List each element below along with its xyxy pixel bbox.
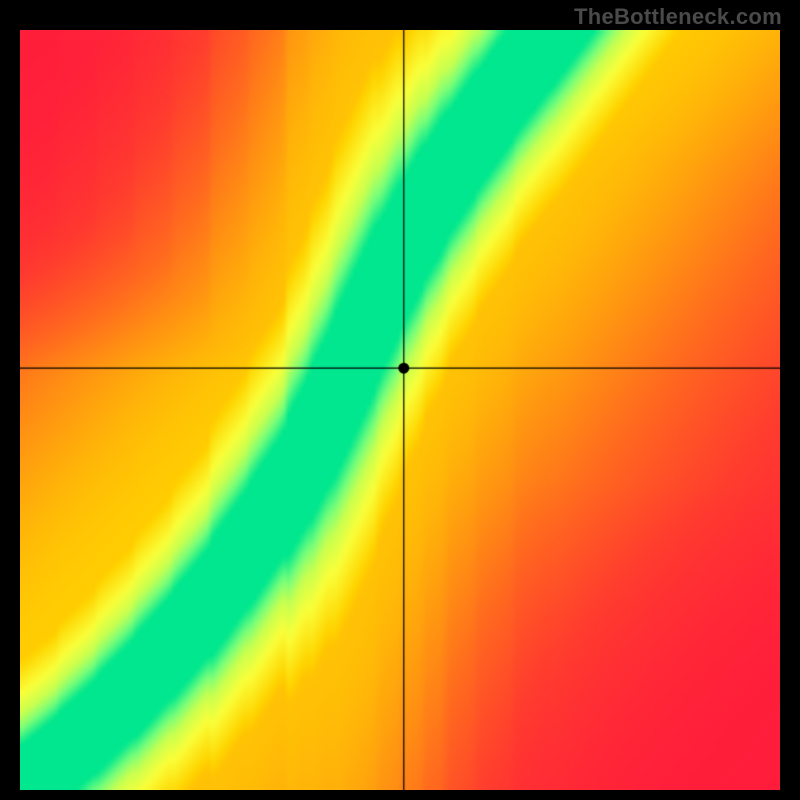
bottleneck-heatmap — [20, 30, 780, 790]
watermark-text: TheBottleneck.com — [574, 4, 782, 30]
chart-container: { "watermark": "TheBottleneck.com", "cha… — [0, 0, 800, 800]
